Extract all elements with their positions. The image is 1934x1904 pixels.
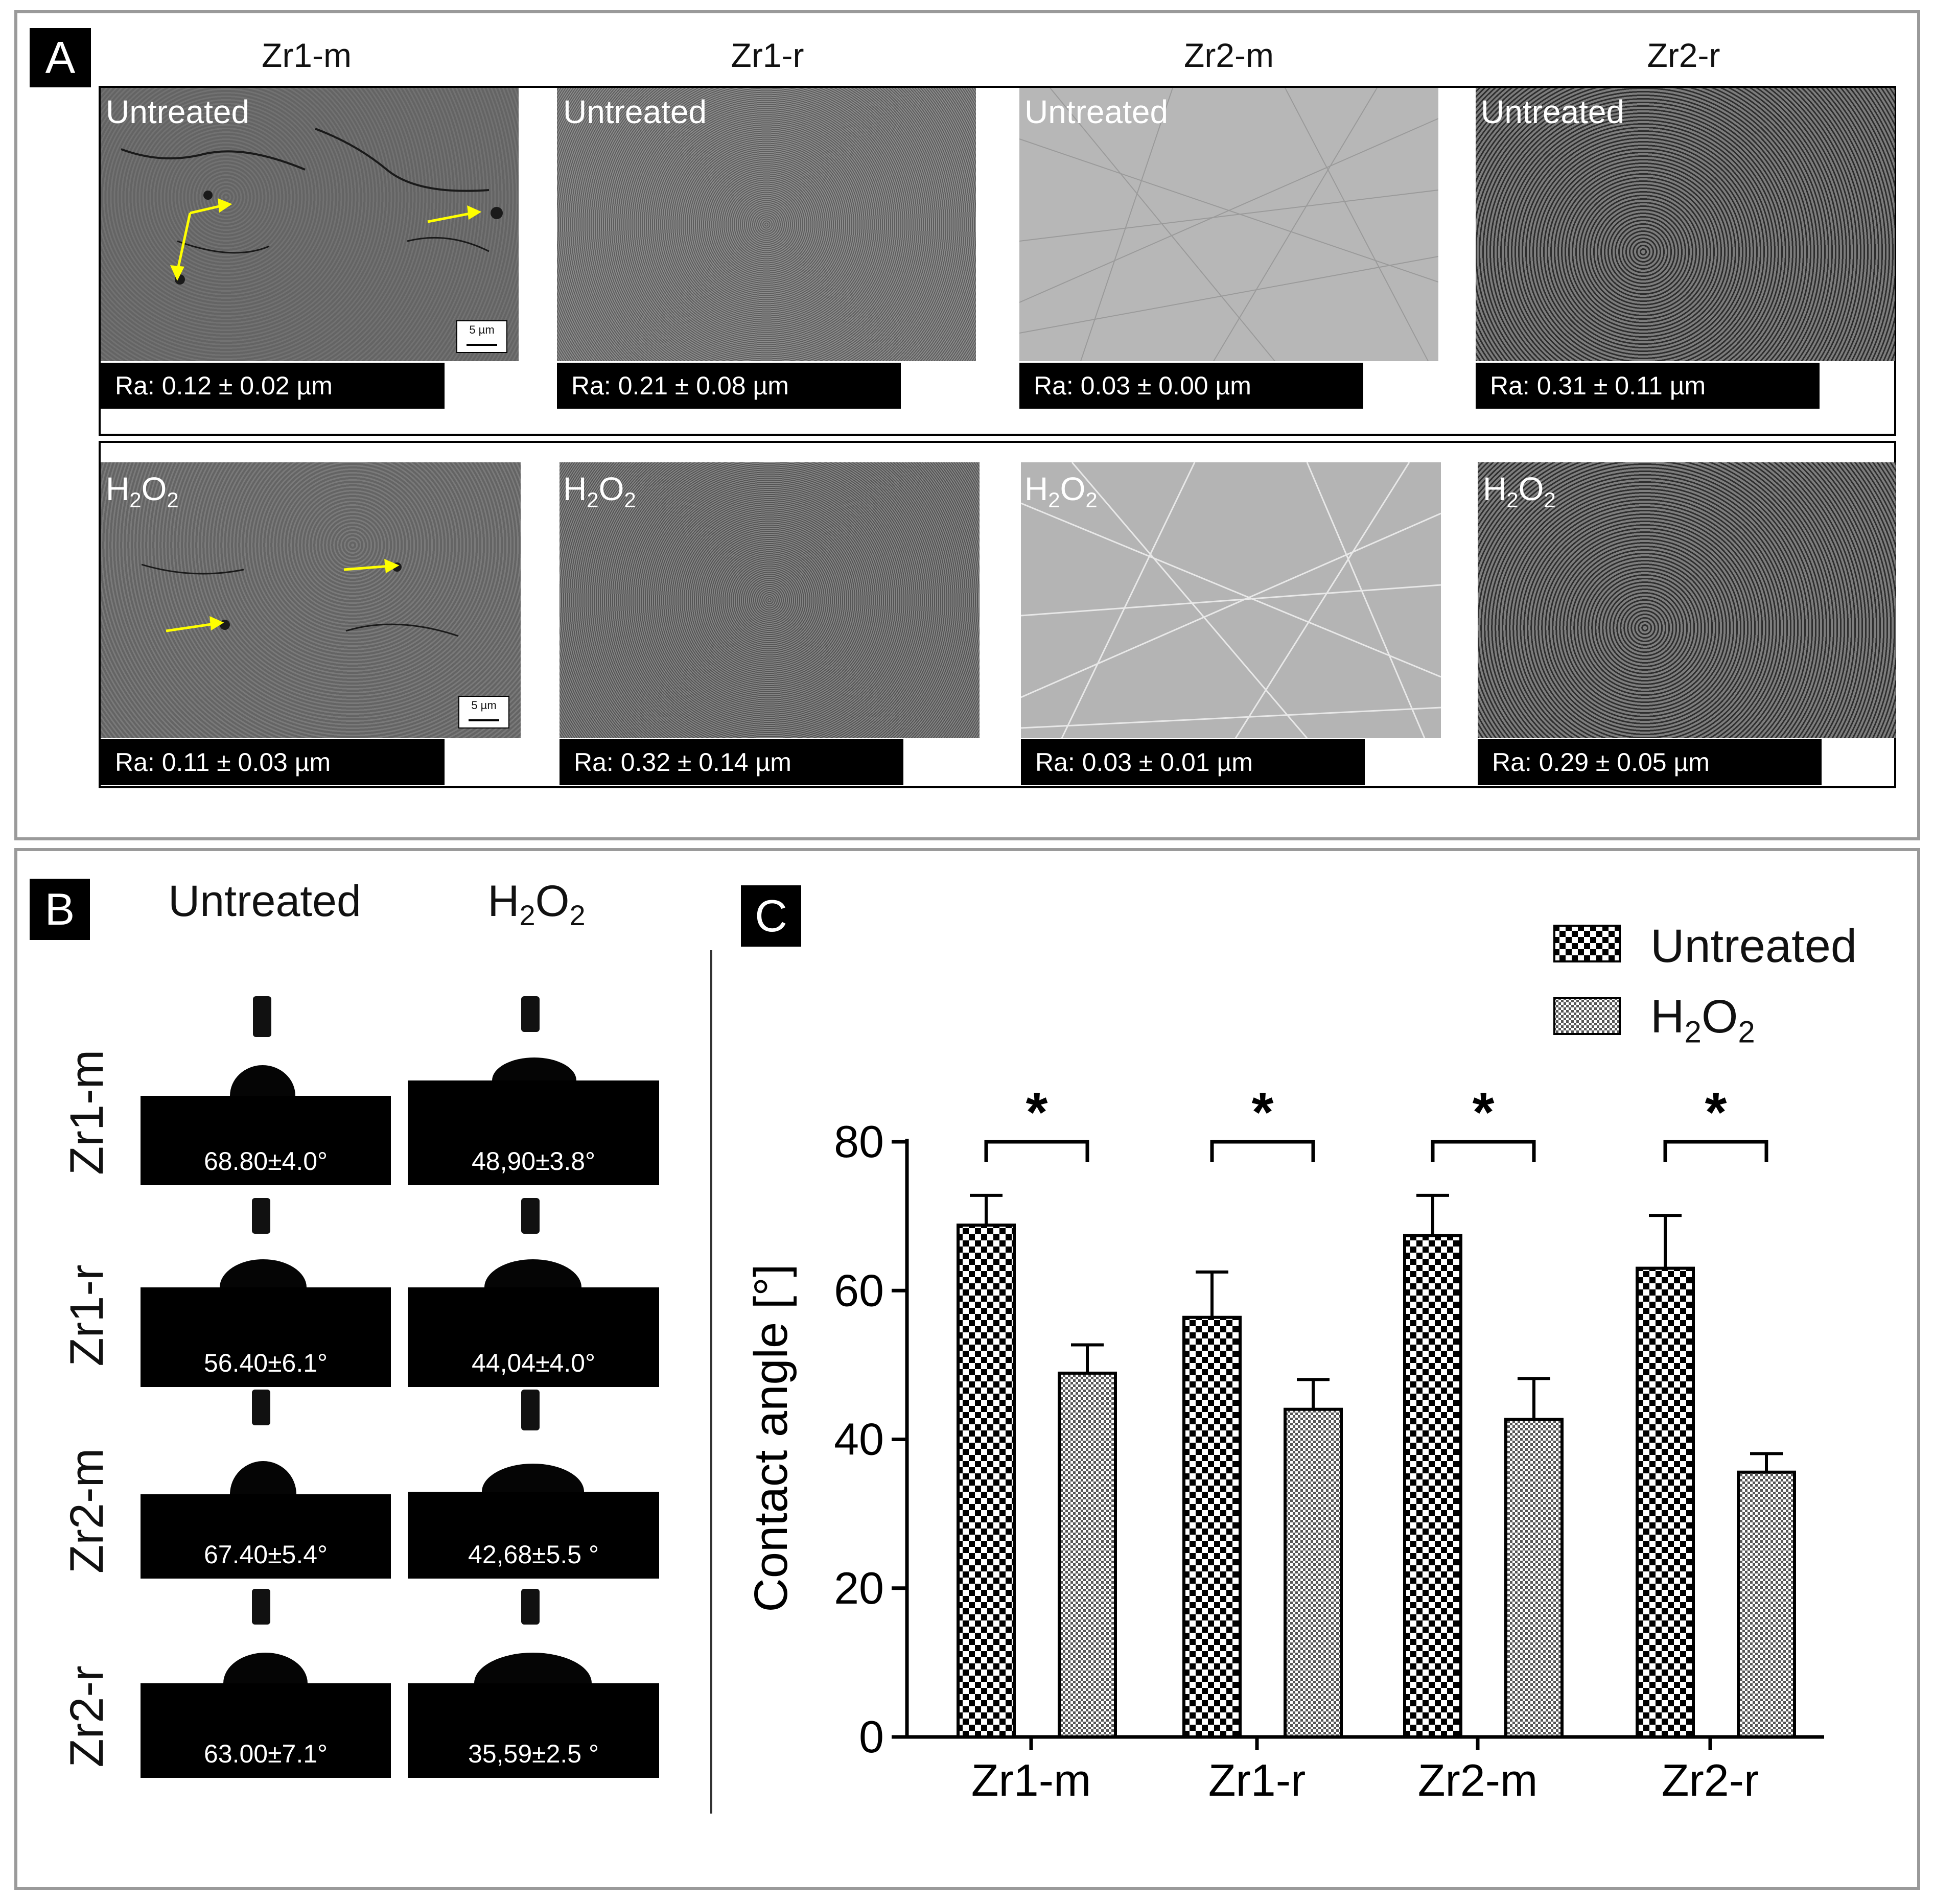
- panel-a-letter: A: [30, 28, 91, 87]
- droplet-image-zr2-r-untreated: 63.00±7.1°: [141, 1589, 391, 1778]
- row-label-zr2-r: Zr2-r: [61, 1665, 113, 1768]
- column-header-untreated: Untreated: [168, 877, 361, 926]
- x-tick-label: Zr1-m: [971, 1755, 1091, 1805]
- ra-value-zr2-m-h2o2: Ra: 0.03 ± 0.01 µm: [1021, 739, 1365, 785]
- significance-bracket: [984, 1140, 1089, 1162]
- sem-image-zr2-r-h2o2: [1478, 462, 1896, 738]
- x-tick-label: Zr2-m: [1418, 1755, 1538, 1805]
- y-tick-label: 40: [834, 1414, 884, 1465]
- y-tick-label: 20: [834, 1563, 884, 1613]
- h2o2-label: H2O2: [106, 471, 179, 512]
- sem-image-zr1-r-untreated: [557, 88, 976, 361]
- y-axis-label: Contact angle [°]: [745, 1264, 797, 1612]
- panel-a-frame: [14, 10, 1920, 840]
- row-label-zr1-r: Zr1-r: [61, 1264, 113, 1367]
- untreated-label: Untreated: [1481, 93, 1625, 130]
- significance-marker: *: [1026, 1081, 1048, 1144]
- panel-c-letter: C: [741, 885, 801, 947]
- droplet-image-zr1-r-untreated: 56.40±6.1°: [141, 1198, 391, 1387]
- ra-value-zr1-r-untreated: Ra: 0.21 ± 0.08 µm: [557, 363, 901, 409]
- sem-image-zr1-r-h2o2: [560, 462, 980, 738]
- contact-angle-value: 56.40±6.1°: [203, 1349, 328, 1377]
- droplet-image-zr1-r-h2o2: 44,04±4.0°: [408, 1198, 659, 1387]
- scale-bar: 5 µm: [456, 320, 507, 353]
- legend-swatch-untreated: [1553, 925, 1621, 962]
- significance-marker: *: [1705, 1081, 1727, 1144]
- contact-angle-value: 42,68±5.5 °: [468, 1540, 599, 1569]
- significance-marker: *: [1252, 1081, 1274, 1144]
- bar-h2o2: [1058, 1371, 1117, 1738]
- droplet-image-zr2-m-h2o2: 42,68±5.5 °: [408, 1390, 659, 1579]
- column-title-zr2-r: Zr2-r: [1647, 36, 1720, 74]
- untreated-label: Untreated: [106, 93, 250, 130]
- x-tick-label: Zr1-r: [1208, 1755, 1306, 1805]
- bar-untreated: [1182, 1315, 1242, 1738]
- bar-h2o2: [1737, 1470, 1796, 1738]
- sem-image-zr1-m-h2o2: [101, 462, 521, 738]
- y-tick-label: 0: [859, 1711, 884, 1762]
- bar-untreated: [957, 1224, 1016, 1738]
- column-header-h2o2: H2O2: [487, 877, 586, 932]
- defect-arrows-untreated: [170, 198, 482, 281]
- column-title-zr2-m: Zr2-m: [1184, 36, 1274, 74]
- significance-bracket: [1210, 1140, 1315, 1162]
- x-tick-label: Zr2-r: [1662, 1755, 1759, 1805]
- column-title-zr1-m: Zr1-m: [262, 36, 352, 74]
- contact-angle-value: 44,04±4.0°: [471, 1349, 596, 1377]
- h2o2-label: H2O2: [563, 471, 636, 512]
- y-tick-label: 80: [834, 1116, 884, 1167]
- scale-bar: 5 µm: [458, 696, 509, 728]
- sem-image-zr2-r-untreated: [1476, 88, 1895, 361]
- h2o2-label: H2O2: [1024, 471, 1098, 512]
- contact-angle-value: 48,90±3.8°: [471, 1147, 596, 1176]
- untreated-label: Untreated: [563, 93, 707, 130]
- legend-label-h2o2: H2O2: [1650, 991, 1755, 1049]
- sem-image-zr1-m-untreated: [101, 88, 519, 361]
- bar-untreated: [1403, 1234, 1462, 1738]
- scale-bar-line: [469, 719, 499, 721]
- significance-bracket: [1431, 1140, 1536, 1162]
- ra-value-zr2-m-untreated: Ra: 0.03 ± 0.00 µm: [1019, 363, 1363, 409]
- defect-arrows-h2o2: [166, 559, 400, 632]
- column-title-zr1-r: Zr1-r: [731, 36, 804, 74]
- contact-angle-value: 67.40±5.4°: [203, 1540, 328, 1569]
- scale-bar-line: [467, 344, 497, 346]
- contact-angle-value: 68.80±4.0°: [203, 1147, 328, 1176]
- contact-angle-bar-chart: 0 20 40 60 80 Contact angle [°] Zr1-m * Zr1-r * Zr…: [745, 1081, 1824, 1805]
- panel-bc-frame: [14, 848, 1920, 1890]
- bar-h2o2: [1284, 1407, 1343, 1738]
- untreated-label: Untreated: [1024, 93, 1169, 130]
- scale-bar-label: 5 µm: [469, 323, 495, 336]
- panel-b-letter: B: [30, 879, 90, 940]
- droplet-image-zr1-m-h2o2: 48,90±3.8°: [408, 996, 659, 1185]
- significance-marker: *: [1473, 1081, 1495, 1144]
- untreated-row-box: [99, 86, 1896, 436]
- panel-divider: [710, 950, 712, 1814]
- contact-angle-value: 35,59±2.5 °: [468, 1740, 599, 1768]
- legend-label-untreated: Untreated: [1650, 920, 1857, 972]
- sem-image-zr2-m-untreated: [1019, 88, 1438, 361]
- ra-value-zr2-r-h2o2: Ra: 0.29 ± 0.05 µm: [1478, 739, 1822, 785]
- scale-bar-label: 5 µm: [471, 699, 497, 712]
- y-tick-label: 60: [834, 1265, 884, 1315]
- droplet-image-zr2-m-untreated: 67.40±5.4°: [141, 1390, 391, 1579]
- droplet-image-zr1-m-untreated: 68.80±4.0°: [141, 996, 391, 1185]
- row-label-zr1-m: Zr1-m: [61, 1049, 113, 1175]
- ra-value-zr1-m-h2o2: Ra: 0.11 ± 0.03 µm: [101, 739, 445, 785]
- ra-value-zr1-r-h2o2: Ra: 0.32 ± 0.14 µm: [560, 739, 903, 785]
- bar-untreated: [1636, 1266, 1695, 1738]
- significance-bracket: [1663, 1140, 1768, 1162]
- sem-image-zr2-m-h2o2: [1021, 462, 1441, 738]
- legend-swatch-h2o2: [1553, 997, 1621, 1035]
- row-label-zr2-m: Zr2-m: [61, 1448, 113, 1573]
- ra-value-zr1-m-untreated: Ra: 0.12 ± 0.02 µm: [101, 363, 445, 409]
- droplet-image-zr2-r-h2o2: 35,59±2.5 °: [408, 1589, 659, 1778]
- h2o2-label: H2O2: [1483, 471, 1556, 512]
- bar-h2o2: [1504, 1418, 1564, 1739]
- legend: Untreated H2O2: [1548, 920, 1906, 1052]
- contact-angle-value: 63.00±7.1°: [203, 1740, 328, 1768]
- ra-value-zr2-r-untreated: Ra: 0.31 ± 0.11 µm: [1476, 363, 1820, 409]
